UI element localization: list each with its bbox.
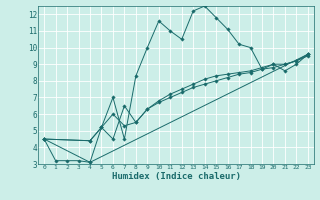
X-axis label: Humidex (Indice chaleur): Humidex (Indice chaleur) — [111, 172, 241, 181]
